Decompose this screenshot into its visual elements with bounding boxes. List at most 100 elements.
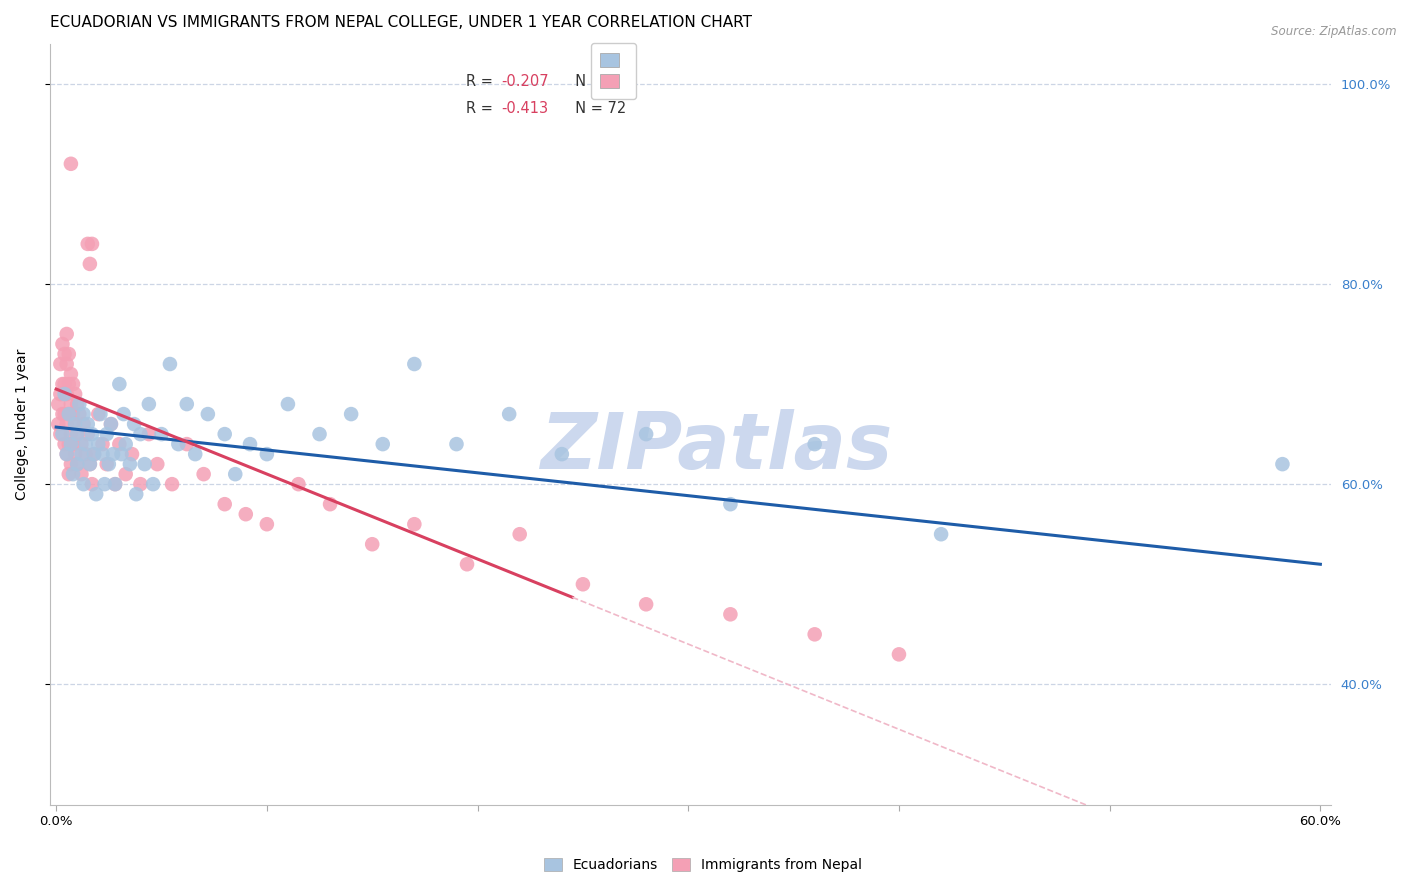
Point [214,497,236,511]
Point [58,407,80,421]
Point [75,447,97,461]
Point [70,467,93,482]
Point [51,377,73,392]
Point [96,457,118,471]
Point [49,357,72,371]
Point [72,407,94,421]
Point [277,397,299,411]
Text: ECUADORIAN VS IMMIGRANTS FROM NEPAL COLLEGE, UNDER 1 YEAR CORRELATION CHART: ECUADORIAN VS IMMIGRANTS FROM NEPAL COLL… [49,15,752,30]
Point [100,417,122,431]
Point [404,357,426,371]
Point [62,467,84,482]
Point [256,447,278,461]
Point [235,507,257,521]
Point [83,447,105,461]
Point [51,407,73,421]
Point [197,407,219,421]
Point [134,457,156,471]
Point [887,648,910,662]
Point [63,417,86,431]
Point [498,407,520,421]
Point [53,437,76,451]
Point [446,437,468,451]
Point [108,437,131,451]
Point [636,597,658,611]
Point [184,447,207,461]
Point [55,447,77,461]
Point [112,407,135,421]
Point [319,497,342,511]
Point [59,427,82,442]
Point [114,467,136,482]
Point [150,427,173,442]
Point [138,397,160,411]
Point [63,387,86,401]
Point [87,437,110,451]
Point [104,477,127,491]
Point [46,417,69,431]
Point [53,377,76,392]
Point [101,447,124,461]
Point [104,477,127,491]
Point [96,427,118,442]
Point [70,437,93,451]
Point [67,407,90,421]
Point [371,437,394,451]
Point [340,407,363,421]
Point [58,467,80,482]
Point [718,607,741,622]
Point [287,477,309,491]
Point [51,337,73,351]
Point [146,457,169,471]
Point [58,347,80,361]
Point [79,257,101,271]
Point [80,236,103,251]
Point [58,437,80,451]
Text: -0.207: -0.207 [501,74,548,89]
Point [803,437,825,451]
Point [63,417,86,431]
Text: ZIPatlas: ZIPatlas [540,409,893,485]
Point [46,397,69,411]
Point [122,417,145,431]
Point [1271,457,1294,471]
Point [66,427,89,442]
Text: -0.413: -0.413 [501,101,548,116]
Text: Source: ZipAtlas.com: Source: ZipAtlas.com [1271,25,1396,38]
Point [66,427,89,442]
Point [91,447,114,461]
Point [83,447,105,461]
Point [62,437,84,451]
Point [58,407,80,421]
Point [66,457,89,471]
Point [53,407,76,421]
Point [51,427,73,442]
Point [239,437,262,451]
Point [55,357,77,371]
Text: N = 72: N = 72 [567,101,626,116]
Point [59,457,82,471]
Point [72,477,94,491]
Point [167,437,190,451]
Text: R =: R = [467,74,498,89]
Point [125,487,148,501]
Text: R =: R = [467,101,498,116]
Point [93,477,115,491]
Point [224,467,246,482]
Point [138,427,160,442]
Point [308,427,330,442]
Point [59,157,82,171]
Point [404,517,426,532]
Point [214,427,236,442]
Legend: Ecuadorians, Immigrants from Nepal: Ecuadorians, Immigrants from Nepal [538,853,868,878]
Point [509,527,531,541]
Point [80,477,103,491]
Point [456,558,478,572]
Legend: , : , [591,44,636,99]
Point [70,447,93,461]
Point [929,527,952,541]
Point [55,417,77,431]
Point [66,457,89,471]
Point [76,417,98,431]
Point [59,437,82,451]
